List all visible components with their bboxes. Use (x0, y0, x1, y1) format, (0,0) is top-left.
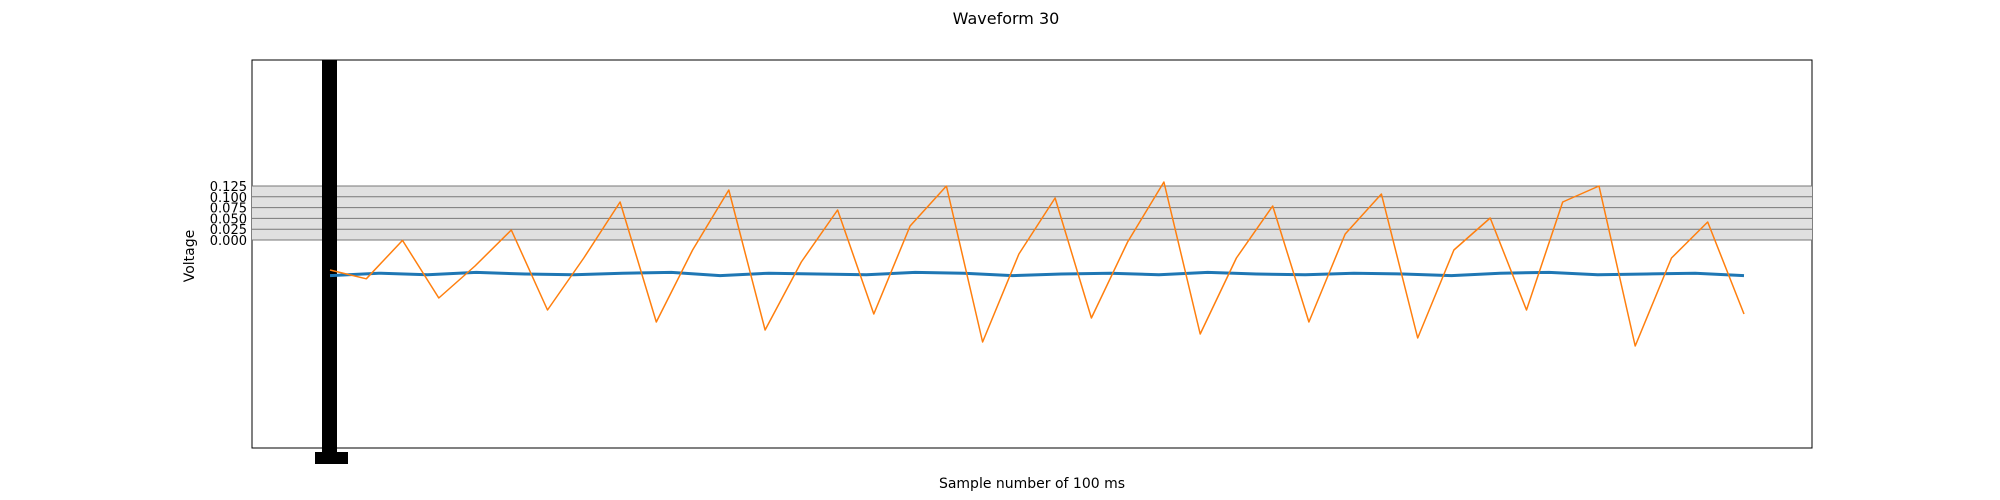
grid-band (252, 186, 1812, 240)
x-axis-label: Sample number of 100 ms (939, 476, 1125, 492)
chart-title: Waveform 30 (953, 9, 1060, 28)
y-tick-label: 0.025 (210, 223, 247, 238)
y-tick-label: 0.125 (210, 180, 247, 195)
series-group (329, 181, 1745, 347)
black-bar-artifact (322, 60, 337, 452)
y-tick-label: 0.000 (210, 234, 247, 249)
y-tick-label: 0.075 (210, 202, 247, 217)
x-tick-artifact (315, 452, 348, 464)
y-axis-label: Voltage (182, 230, 198, 283)
y-tick-label: 0.050 (210, 212, 247, 227)
y-grid (252, 185, 1812, 241)
series-line-orange (329, 181, 1745, 347)
y-tick-label: 0.100 (210, 191, 247, 206)
series-line-blue (329, 270, 1745, 278)
plot-area (251, 59, 1813, 449)
